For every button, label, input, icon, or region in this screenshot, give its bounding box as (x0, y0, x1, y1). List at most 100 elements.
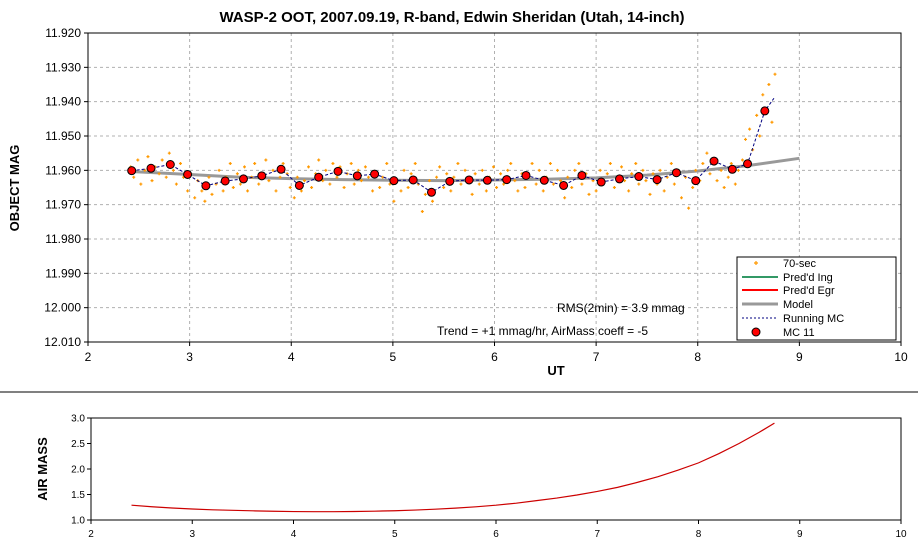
raw-point (281, 161, 285, 165)
raw-point (442, 186, 446, 189)
raw-point (726, 175, 730, 179)
raw-point (164, 175, 168, 179)
mc11-point (201, 181, 211, 191)
bottom-y-tick-label: 2.0 (71, 465, 85, 476)
legend-marker-mc11 (751, 327, 761, 337)
top-x-tick-label: 6 (491, 350, 498, 364)
mc11-point (559, 180, 569, 190)
raw-point (470, 192, 474, 196)
raw-point (267, 179, 271, 183)
raw-point (253, 161, 257, 165)
legend: 70-sec Pred'd Ing Pred'd Egr Model Runni… (736, 256, 897, 341)
raw-point (491, 165, 495, 169)
raw-point (758, 134, 762, 138)
raw-point (399, 189, 403, 193)
raw-point (705, 151, 709, 155)
mc11-point (743, 159, 753, 169)
raw-point (499, 172, 503, 176)
raw-point (729, 161, 733, 165)
bottom-y-tick-labels: 1.0 1.5 2.0 2.5 3.0 (71, 414, 91, 527)
mc11-point (352, 171, 362, 181)
top-y-tick-label: 11.920 (45, 26, 81, 40)
bottom-y-tick-label: 3.0 (71, 414, 85, 425)
top-y-axis-label: OBJECT MAG (7, 145, 22, 232)
raw-point (537, 168, 541, 172)
mc11-point (727, 164, 737, 174)
legend-label-running-mc: Running MC (783, 313, 844, 325)
raw-point (761, 93, 765, 97)
top-x-tick-label: 3 (186, 350, 193, 364)
raw-point (608, 161, 612, 165)
raw-point (178, 161, 182, 165)
raw-point (235, 172, 239, 176)
raw-point (136, 158, 140, 162)
mc11-point (183, 169, 193, 179)
raw-point (402, 168, 406, 172)
top-x-tick-labels: 2 3 4 5 6 7 8 9 10 (85, 342, 908, 364)
raw-point (634, 161, 638, 165)
raw-point (352, 182, 356, 186)
raw-point (217, 168, 221, 172)
raw-point (146, 155, 150, 159)
mc11-point (389, 176, 399, 186)
raw-point (744, 137, 748, 141)
legend-label-70sec: 70-sec (783, 258, 817, 270)
raw-point (534, 182, 538, 186)
raw-point (694, 168, 698, 172)
mc11-point (314, 172, 324, 182)
raw-point (523, 186, 527, 189)
top-x-tick-label: 10 (894, 350, 908, 364)
mc11-point (257, 171, 267, 181)
raw-point (186, 189, 190, 193)
raw-point (662, 189, 666, 193)
legend-label-predd-ing: Pred'd Ing (783, 272, 833, 284)
raw-point (733, 182, 737, 186)
raw-point (274, 189, 278, 193)
series-air-mass (131, 422, 775, 513)
raw-point (449, 189, 453, 193)
chart-title: WASP-2 OOT, 2007.09.19, R-band, Edwin Sh… (219, 9, 684, 26)
top-x-tick-label: 8 (694, 350, 701, 364)
raw-point (755, 113, 759, 117)
raw-point (687, 206, 691, 210)
raw-point (210, 192, 214, 196)
raw-point (559, 179, 563, 183)
mc11-point (127, 166, 137, 176)
top-y-tick-label: 12.010 (44, 335, 81, 349)
raw-point (200, 189, 204, 193)
raw-point (563, 196, 567, 200)
mc11-point (577, 170, 587, 180)
raw-point (637, 182, 641, 186)
top-y-tick-label: 11.970 (45, 198, 81, 212)
raw-point (736, 168, 740, 172)
mc11-point (238, 174, 248, 184)
bottom-x-tick-labels: 2 3 4 5 6 7 8 9 10 (88, 520, 907, 540)
raw-point (331, 161, 335, 165)
mc11-point (220, 176, 230, 186)
raw-point (530, 161, 534, 165)
raw-point (459, 182, 463, 186)
raw-point (587, 192, 591, 196)
raw-point (359, 179, 363, 183)
series-mc11 (127, 106, 770, 197)
raw-point (669, 161, 673, 165)
raw-point (295, 175, 299, 179)
raw-point (473, 172, 477, 176)
raw-point (480, 168, 484, 172)
raw-point (452, 175, 456, 179)
raw-point (420, 210, 424, 214)
mc11-point (709, 156, 719, 166)
raw-point (423, 192, 427, 196)
raw-point (701, 161, 705, 165)
raw-point (413, 161, 417, 165)
raw-point (431, 199, 435, 203)
raw-point (580, 182, 584, 186)
raw-point (257, 182, 261, 186)
raw-point (502, 182, 506, 186)
raw-point (388, 182, 392, 186)
raw-point (342, 186, 346, 189)
raw-point (715, 179, 719, 183)
bottom-x-tick-label: 9 (797, 529, 803, 540)
raw-point (385, 161, 389, 165)
top-y-tick-label: 11.960 (45, 163, 81, 177)
